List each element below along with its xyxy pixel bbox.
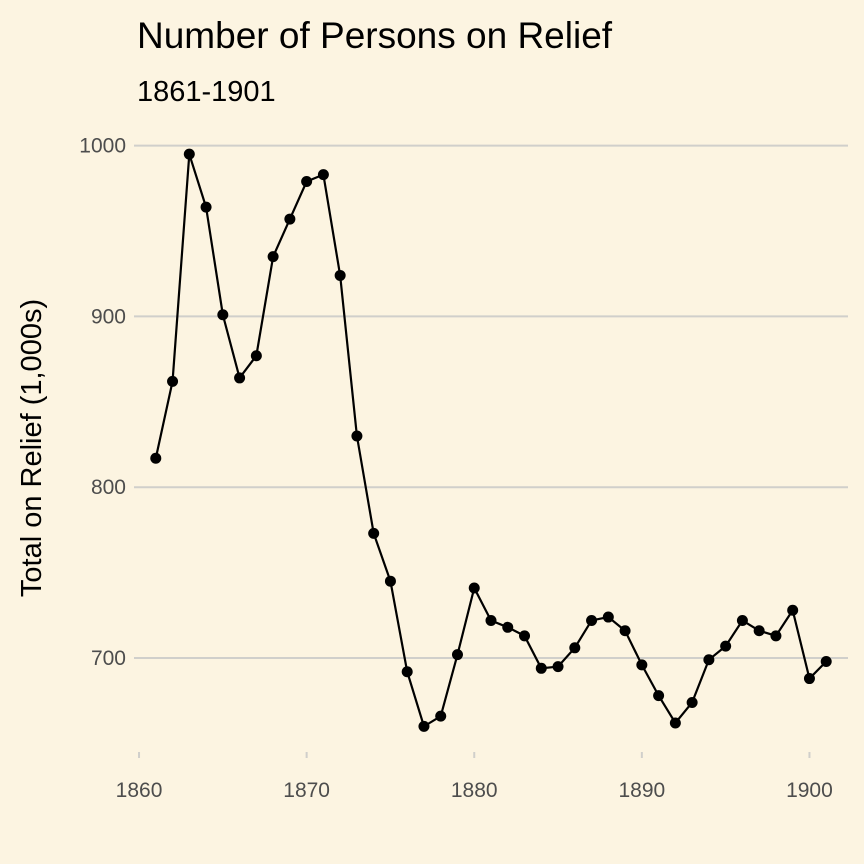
data-point xyxy=(384,575,396,587)
gridlines xyxy=(134,144,848,660)
y-tick-label: 1000 xyxy=(79,135,126,158)
data-point xyxy=(468,582,480,594)
data-point xyxy=(619,625,631,637)
data-point xyxy=(167,375,179,387)
y-axis-ticks: 700 800 900 1000 xyxy=(79,135,126,670)
data-point xyxy=(451,649,463,661)
data-point xyxy=(418,720,430,732)
data-point xyxy=(267,251,279,263)
data-point xyxy=(234,372,246,384)
data-point xyxy=(401,666,413,678)
x-tick-label: 1860 xyxy=(116,779,163,802)
data-point xyxy=(301,175,313,187)
data-point xyxy=(669,717,681,729)
data-point xyxy=(351,430,363,442)
x-tick-label: 1900 xyxy=(786,779,833,802)
data-point xyxy=(435,710,447,722)
data-point xyxy=(519,630,531,642)
data-point xyxy=(552,661,564,673)
data-point xyxy=(636,659,648,671)
data-point xyxy=(569,642,581,654)
data-point xyxy=(334,269,346,281)
chart-subtitle: 1861-1901 xyxy=(137,76,276,108)
data-point xyxy=(770,630,782,642)
x-tick-label: 1870 xyxy=(283,779,330,802)
data-point xyxy=(485,614,497,626)
data-point xyxy=(502,621,514,633)
data-point xyxy=(803,673,815,685)
data-point xyxy=(317,169,329,181)
data-point xyxy=(703,654,715,666)
y-tick-label: 800 xyxy=(91,476,126,499)
data-point xyxy=(787,604,799,616)
data-point xyxy=(368,527,380,539)
x-axis-ticks: 1860 1870 1880 1890 1900 xyxy=(116,752,833,802)
data-point xyxy=(150,452,162,464)
data-point xyxy=(720,640,732,652)
data-point xyxy=(250,350,262,362)
data-point xyxy=(736,614,748,626)
data-point xyxy=(820,655,832,667)
chart-title: Number of Persons on Relief xyxy=(137,15,613,56)
data-point xyxy=(586,614,598,626)
data-point xyxy=(686,696,698,708)
data-point xyxy=(653,690,665,702)
data-point xyxy=(284,213,296,225)
data-point xyxy=(183,148,195,160)
y-tick-label: 900 xyxy=(91,305,126,328)
x-tick-label: 1890 xyxy=(618,779,665,802)
data-point xyxy=(753,625,765,637)
data-point xyxy=(217,309,229,321)
data-point xyxy=(535,662,547,674)
y-axis-label: Total on Relief (1,000s) xyxy=(16,299,48,597)
series-line xyxy=(154,153,827,729)
data-point xyxy=(602,611,614,623)
x-tick-label: 1880 xyxy=(451,779,498,802)
data-point xyxy=(200,201,212,213)
data-points xyxy=(150,148,832,732)
y-tick-label: 700 xyxy=(91,647,126,670)
